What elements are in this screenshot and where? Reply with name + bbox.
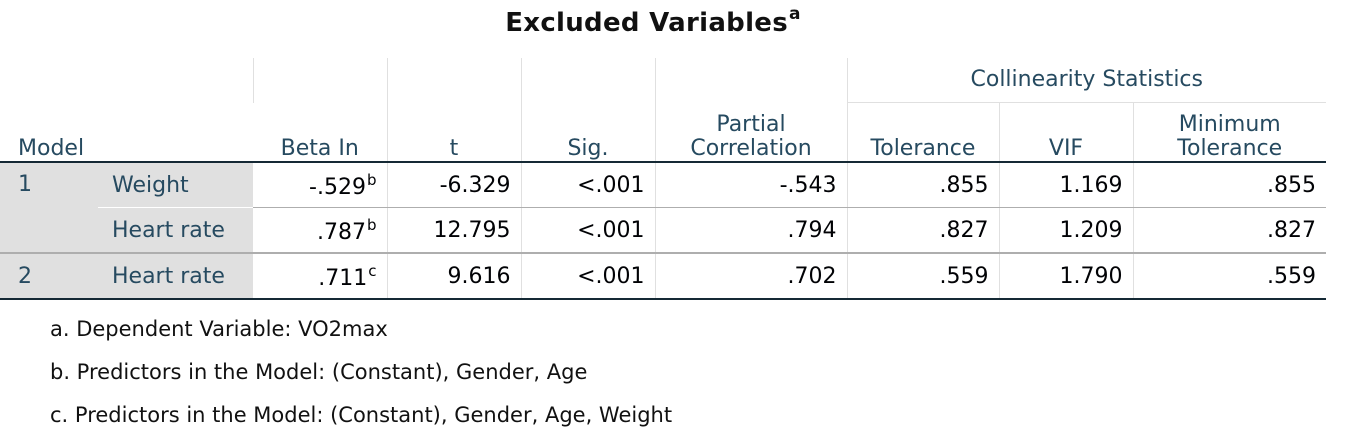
beta-in-cell: .787b [253, 207, 387, 254]
minimum-tolerance-cell: .827 [1132, 207, 1326, 254]
table-title: Excluded Variablesa [0, 4, 1306, 38]
variable-cell: Weight [98, 162, 253, 208]
tolerance-header: Tolerance [846, 102, 999, 163]
tolerance-cell: .855 [846, 162, 999, 208]
footnotes: a. Dependent Variable: VO2max b. Predict… [50, 310, 672, 439]
table-row: 1 Weight -.529b -6.329 <.001 -.543 .855 … [0, 162, 1326, 254]
title-footnote-marker: a [789, 4, 801, 24]
tolerance-cell: .559 [846, 253, 999, 300]
variable-cell: Heart rate [98, 253, 253, 300]
vif-cell: 1.209 [998, 207, 1133, 254]
minimum-tolerance-cell: .559 [1132, 253, 1326, 300]
model-header: Model [0, 102, 253, 163]
vif-header: VIF [998, 102, 1133, 163]
partial-correlation-cell: .702 [654, 253, 847, 300]
partial-correlation-cell: .794 [654, 207, 847, 254]
vif-cell: 1.169 [998, 162, 1133, 208]
sig-header: Sig. [520, 102, 655, 163]
table-title-text: Excluded Variables [505, 8, 789, 38]
vif-cell: 1.790 [998, 253, 1133, 300]
partial-correlation-header: Partial Correlation [654, 102, 847, 163]
table-row: 2 Heart rate .711c 9.616 <.001 .702 .559… [0, 253, 1326, 300]
footnote-b: b. Predictors in the Model: (Constant), … [50, 360, 588, 384]
minimum-tolerance-header: Minimum Tolerance [1132, 102, 1326, 163]
footnote-c: c. Predictors in the Model: (Constant), … [50, 403, 673, 427]
minimum-tolerance-cell: .855 [1132, 162, 1326, 208]
sig-cell: <.001 [520, 207, 655, 254]
t-cell: 9.616 [386, 253, 521, 300]
t-header: t [386, 102, 521, 163]
variable-cell: Heart rate [98, 207, 253, 254]
model-cell: 1 [0, 162, 98, 254]
sig-cell: <.001 [520, 162, 655, 208]
sig-cell: <.001 [520, 253, 655, 300]
model-cell: 2 [0, 253, 98, 300]
partial-correlation-cell: -.543 [654, 162, 847, 208]
beta-in-cell: -.529b [253, 162, 387, 208]
excluded-variables-table: Collinearity Statistics Model Beta In t … [0, 58, 1326, 300]
header-row-2: Model Beta In t Sig. Partial Correlation … [0, 102, 1326, 163]
footnote-a: a. Dependent Variable: VO2max [50, 317, 388, 341]
table-row: Heart rate .787b 12.795 <.001 .794 .827 … [0, 207, 1326, 254]
tolerance-cell: .827 [846, 207, 999, 254]
beta-in-header: Beta In [253, 102, 387, 163]
beta-in-cell: .711c [253, 253, 387, 300]
t-cell: 12.795 [386, 207, 521, 254]
header-row-1: Collinearity Statistics [0, 58, 1326, 103]
t-cell: -6.329 [386, 162, 521, 208]
collinearity-statistics-header: Collinearity Statistics [846, 58, 1326, 103]
